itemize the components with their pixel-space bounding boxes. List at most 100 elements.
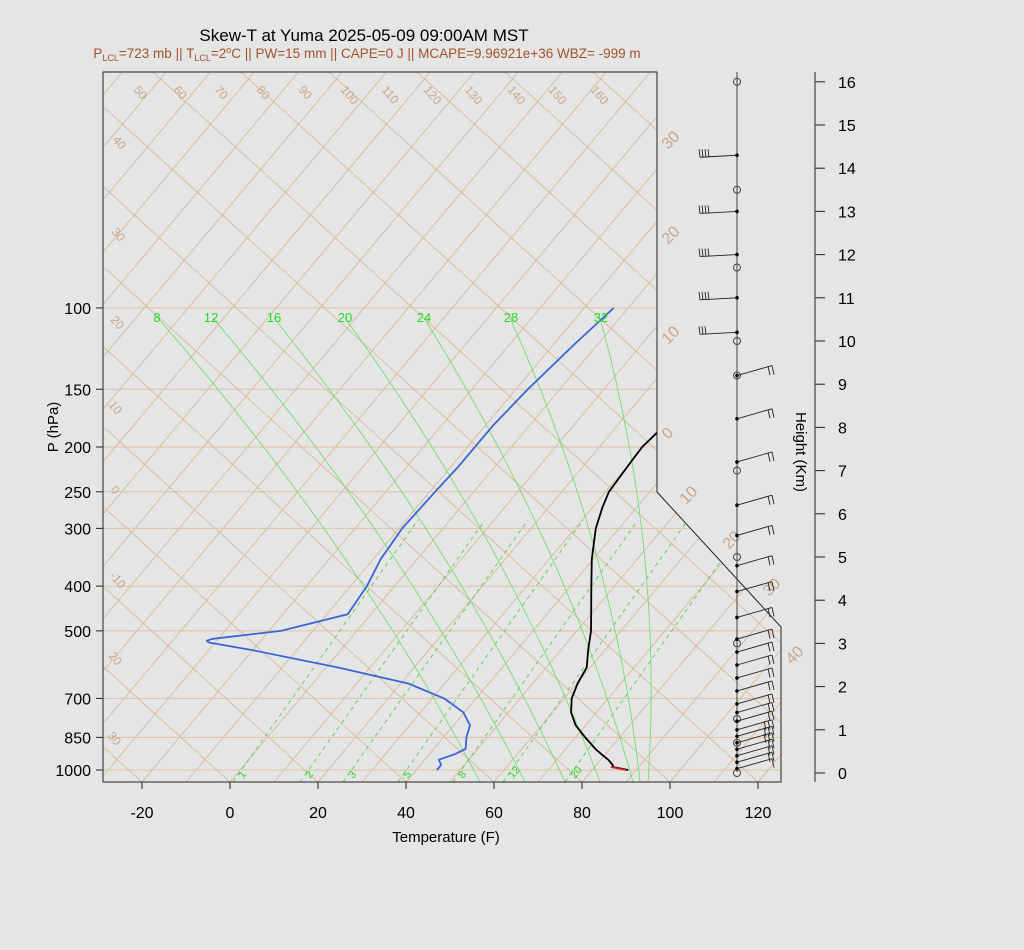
- dry-adiabat: [103, 72, 583, 782]
- wind-barb-tick: [767, 726, 771, 736]
- mixing-ratio-line: [299, 519, 486, 782]
- moist-adiabat: [599, 317, 652, 782]
- wind-barb-tick: [771, 408, 775, 418]
- isotherm-label: 10: [659, 323, 684, 348]
- y-tick-label: 250: [64, 485, 91, 502]
- wind-barb-tick: [763, 727, 767, 737]
- wind-barb-shaft: [736, 693, 773, 705]
- isotherm: [890, 72, 1024, 782]
- wind-barb-tick: [701, 291, 704, 300]
- height-tick-label: 10: [838, 334, 856, 351]
- wind-barb-tick: [767, 720, 771, 730]
- pressure-axis: 100 150 200 250 300 400 500 700 850 1000: [55, 301, 103, 780]
- wind-barb-tick: [707, 248, 710, 257]
- wind-barb-shaft: [736, 667, 773, 679]
- dry-adiabat: [328, 72, 781, 782]
- isotherm-label: 140: [505, 83, 529, 108]
- height-tick-label: 13: [838, 204, 856, 221]
- dry-adiabat: [857, 72, 1024, 782]
- wind-level-marker: [733, 77, 741, 86]
- isotherm-label: 30: [760, 575, 785, 600]
- wind-barb-tick: [763, 720, 767, 731]
- wind-barb-tick: [767, 452, 771, 462]
- theta-e-label: 20: [338, 310, 352, 325]
- dry-adiabat: [103, 72, 407, 782]
- isotherm: [317, 72, 781, 782]
- mixing-ratio-label: 12: [506, 764, 523, 781]
- x-axis-label: Temperature (F): [392, 829, 500, 846]
- wind-barb-tick: [767, 525, 771, 536]
- dry-adiabat: [945, 72, 1024, 782]
- wind-barb-shaft: [736, 654, 773, 666]
- isotherm: [103, 72, 519, 782]
- wind-barb-shaft: [736, 680, 773, 692]
- wind-barb-tick: [771, 680, 775, 691]
- dry-adiabat: [103, 72, 759, 782]
- y-tick-label: 700: [64, 691, 91, 708]
- isotherm: [713, 72, 781, 782]
- dry-adiabat: [416, 72, 781, 782]
- dry-adiabat: [240, 72, 781, 782]
- x-tick-label: 120: [745, 805, 772, 822]
- wind-barb-tick: [701, 205, 704, 214]
- isotherm: [103, 72, 211, 782]
- moist-adiabat: [212, 317, 526, 782]
- dry-adiabat: [103, 72, 781, 782]
- wind-barb-tick: [771, 555, 775, 565]
- wind-barb-shaft: [736, 758, 773, 770]
- x-tick-label: 80: [573, 805, 591, 822]
- isotherm-label: 0: [659, 424, 677, 442]
- wind-barb-tick: [771, 607, 775, 617]
- parcel-line: [610, 766, 627, 771]
- isotherm: [103, 72, 651, 782]
- isotherm-label: -10: [107, 569, 129, 592]
- mixing-ratio-line: [232, 519, 419, 782]
- wind-barb-shaft: [736, 751, 773, 763]
- wind-barb-tick: [771, 581, 775, 591]
- wind-level-dot: [735, 460, 739, 464]
- wind-level-marker: [733, 466, 741, 475]
- wind-barb-tick: [771, 451, 775, 462]
- wind-barb-shaft: [736, 607, 773, 618]
- dewpoint-line: [205, 307, 615, 771]
- wind-barb-shaft: [736, 745, 773, 757]
- wind-barb-tick: [767, 752, 771, 762]
- isotherm-label: 120: [421, 83, 445, 108]
- wind-barb-tick: [771, 667, 775, 678]
- wind-barb-tick: [767, 703, 771, 713]
- isotherm: [103, 72, 563, 782]
- y-tick-label: 150: [64, 382, 91, 399]
- height-tick-label: 5: [838, 550, 847, 567]
- isotherm: [802, 72, 1024, 782]
- wind-level-marker: [733, 371, 741, 380]
- isotherm-label: 10: [106, 398, 126, 417]
- wind-barb-shaft: [736, 408, 773, 420]
- wind-barb-tick: [698, 326, 701, 335]
- height-tick-label: 16: [838, 75, 856, 92]
- moist-adiabat: [509, 317, 641, 782]
- isotherm-label: 50: [131, 83, 151, 102]
- wind-barb-tick: [767, 681, 771, 691]
- mixing-ratio-label: 20: [568, 764, 585, 781]
- height-tick-label: 15: [838, 118, 856, 135]
- isotherm-label: 20: [720, 528, 745, 553]
- y-tick-label: 200: [64, 440, 91, 457]
- isotherm-label: 30: [659, 128, 684, 153]
- mixing-ratio-line: [342, 519, 529, 782]
- wind-barb-shaft: [736, 738, 773, 750]
- isotherm: [978, 72, 1024, 782]
- isotherm-label: 110: [379, 83, 402, 107]
- wind-barb-tick: [771, 525, 775, 535]
- isotherm: [537, 72, 781, 782]
- theta-e-labels: 8 12 16 20 24 28 32: [153, 310, 608, 325]
- wind-barb-tick: [771, 702, 775, 712]
- wind-barb-shaft: [736, 451, 773, 463]
- wind-barb-tick: [771, 745, 775, 755]
- wind-barb-tick: [767, 733, 771, 743]
- wind-barb-column: [698, 72, 775, 777]
- y-tick-label: 300: [64, 521, 91, 538]
- isotherm: [581, 72, 781, 782]
- isotherm: [103, 72, 607, 782]
- dry-adiabat: [103, 72, 319, 782]
- theta-e-label: 28: [504, 310, 518, 325]
